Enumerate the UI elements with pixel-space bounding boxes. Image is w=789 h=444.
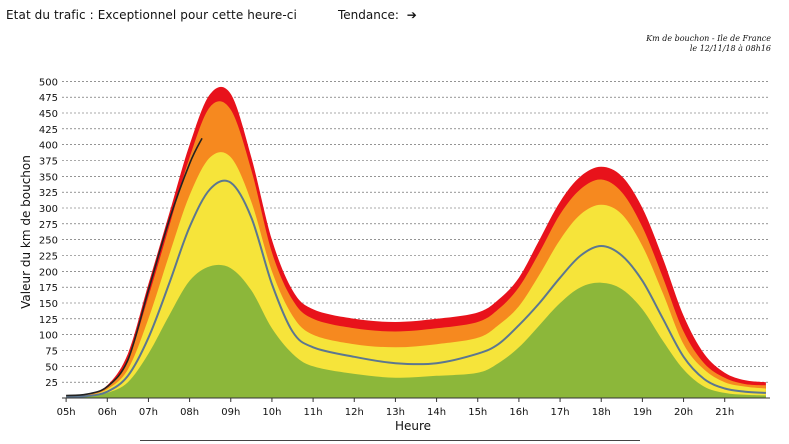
y-tick-label: 225 (39, 252, 58, 263)
x-tick-label: 18h (592, 407, 611, 418)
band-area-3 (66, 264, 766, 398)
x-tick-label: 07h (139, 407, 158, 418)
chart-lines (66, 137, 766, 398)
traffic-trend: Tendance: ➔ (338, 8, 417, 22)
trend-label: Tendance: (338, 8, 399, 22)
x-tick-label: 11h (304, 407, 323, 418)
chart-bands (66, 86, 766, 399)
x-tick-label: 06h (98, 407, 117, 418)
x-tick-label: 21h (715, 407, 734, 418)
y-tick-label: 250 (39, 236, 58, 247)
chart-subtitle: le 12/11/18 à 08h16 (689, 44, 771, 53)
y-tick-label: 150 (39, 299, 58, 310)
y-tick-label: 275 (39, 220, 58, 231)
x-tick-label: 15h (468, 407, 487, 418)
current-day-line (66, 137, 203, 397)
y-tick-label: 475 (39, 93, 58, 104)
x-axis-label: Heure (395, 419, 431, 433)
x-tick-label: 16h (509, 407, 528, 418)
y-tick-label: 350 (39, 172, 58, 183)
x-tick-label: 10h (262, 407, 281, 418)
y-tick-label: 75 (45, 347, 58, 358)
x-tick-label: 13h (386, 407, 405, 418)
y-tick-label: 300 (39, 204, 58, 215)
x-tick-label: 14h (427, 407, 446, 418)
y-tick-label: 25 (45, 378, 58, 389)
chart-title-block: Km de bouchon - Ile de France le 12/11/1… (646, 34, 771, 54)
x-tick-label: 09h (221, 407, 240, 418)
x-tick-label: 12h (345, 407, 364, 418)
arrow-right-icon: ➔ (406, 8, 417, 22)
traffic-status-value: Exceptionnel pour cette heure-ci (97, 8, 297, 22)
x-tick-label: 08h (180, 407, 199, 418)
traffic-status-label: Etat du trafic : (6, 8, 94, 22)
y-tick-label: 450 (39, 109, 58, 120)
y-tick-label: 50 (45, 362, 58, 373)
chart-title: Km de bouchon - Ile de France (646, 34, 771, 43)
x-axis: 05h 06h 07h 08h 09h 10h 11h 12h 13h 14h 15h 16h 17h 1… (57, 397, 770, 418)
x-tick-label: 20h (674, 407, 693, 418)
y-axis: 25 50 75 100 125 150 175 200 225 250 275 300 325 350 3… (39, 77, 58, 389)
y-tick-label: 100 (39, 331, 58, 342)
average-line (66, 179, 766, 398)
y-tick-label: 325 (39, 188, 58, 199)
x-tick-label: 17h (551, 407, 570, 418)
y-tick-label: 200 (39, 267, 58, 278)
x-tick-label: 19h (633, 407, 652, 418)
y-tick-label: 375 (39, 157, 58, 168)
y-tick-label: 425 (39, 125, 58, 136)
traffic-status: Etat du trafic : Exceptionnel pour cette… (6, 8, 297, 22)
x-tick-label: 05h (57, 407, 76, 418)
y-tick-label: 500 (39, 77, 58, 88)
bottom-divider (140, 440, 640, 441)
y-tick-label: 400 (39, 141, 58, 152)
y-tick-label: 125 (39, 315, 58, 326)
y-axis-label: Valeur du km de bouchon (19, 155, 33, 309)
y-tick-label: 175 (39, 283, 58, 294)
